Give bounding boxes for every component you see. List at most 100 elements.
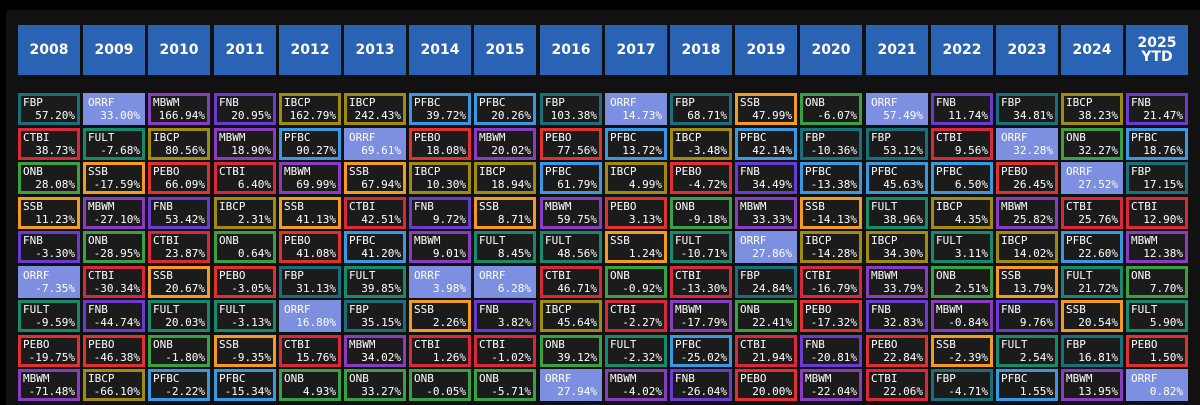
year-header: 2014 bbox=[409, 25, 471, 75]
ticker-label: FULT bbox=[1066, 269, 1093, 282]
ticker-label: FNB bbox=[740, 165, 760, 178]
ticker-label: SSB bbox=[936, 338, 956, 351]
return-cell: CTBI 15.76% bbox=[279, 335, 341, 367]
ticker-label: MBWM bbox=[479, 131, 506, 144]
return-value: 47.99% bbox=[752, 109, 792, 122]
ticker-label: FULT bbox=[349, 269, 376, 282]
return-value: 0.82% bbox=[1149, 385, 1183, 398]
year-header: 2012 bbox=[279, 25, 341, 75]
return-cell: MBWM 33.33% bbox=[735, 197, 797, 229]
return-cell: PEBO -17.32% bbox=[800, 300, 862, 332]
ticker-label: PFBC bbox=[479, 96, 506, 109]
return-cell: MBWM 25.82% bbox=[996, 197, 1058, 229]
return-cell: ONB 4.93% bbox=[279, 369, 341, 401]
year-header: 2016 bbox=[540, 25, 602, 75]
return-cell: PFBC -15.34% bbox=[214, 369, 276, 401]
return-value: -17.79% bbox=[680, 316, 727, 329]
return-cell: FULT 8.45% bbox=[474, 231, 536, 263]
return-cell: IBCP 10.30% bbox=[409, 162, 471, 194]
return-cell: MBWM 13.95% bbox=[1061, 369, 1123, 401]
return-cell: FNB 34.49% bbox=[735, 162, 797, 194]
return-cell: MBWM -22.04% bbox=[800, 369, 862, 401]
ticker-label: PEBO bbox=[23, 338, 50, 351]
ticker-label: ORRF bbox=[1066, 165, 1093, 178]
return-value: 3.11% bbox=[954, 247, 988, 260]
return-value: -17.32% bbox=[810, 316, 857, 329]
return-cell: ORRF 27.86% bbox=[735, 231, 797, 263]
year-header: 2023 bbox=[996, 25, 1058, 75]
return-value: 6.40% bbox=[237, 178, 271, 191]
return-cell: CTBI 9.56% bbox=[931, 128, 993, 160]
return-cell: FULT 2.54% bbox=[996, 335, 1058, 367]
ticker-label: FULT bbox=[1001, 338, 1028, 351]
return-value: 8.71% bbox=[497, 213, 531, 226]
ticker-label: MBWM bbox=[740, 200, 767, 213]
return-cell: FNB -44.74% bbox=[83, 300, 145, 332]
ticker-label: IBCP bbox=[1001, 234, 1028, 247]
return-value: -9.35% bbox=[231, 351, 271, 364]
return-cell: FNB -20.81% bbox=[800, 335, 862, 367]
ticker-label: SSB bbox=[479, 200, 499, 213]
return-cell: FBP 31.13% bbox=[279, 266, 341, 298]
return-cell: PFBC 6.50% bbox=[931, 162, 993, 194]
return-cell: ORRF 3.98% bbox=[409, 266, 471, 298]
return-cell: FBP 35.15% bbox=[344, 300, 406, 332]
return-cell: IBCP 38.23% bbox=[1061, 93, 1123, 125]
return-value: 27.86% bbox=[752, 247, 792, 260]
annual-returns-grid: 2008 2009 2010 2011 2012 2013 2014 2015 2016 2017… bbox=[18, 25, 1197, 405]
return-cell: PFBC 13.72% bbox=[605, 128, 667, 160]
ticker-label: FNB bbox=[675, 372, 695, 385]
return-value: 20.00% bbox=[752, 385, 792, 398]
return-value: -19.75% bbox=[28, 351, 75, 364]
return-cell: ORRF 27.52% bbox=[1061, 162, 1123, 194]
return-cell: IBCP 242.43% bbox=[344, 93, 406, 125]
return-value: 45.64% bbox=[557, 316, 597, 329]
return-cell: FULT -9.59% bbox=[18, 300, 80, 332]
return-value: 90.27% bbox=[296, 144, 336, 157]
return-cell: IBCP 45.64% bbox=[540, 300, 602, 332]
return-cell: FBP -4.71% bbox=[931, 369, 993, 401]
return-value: 2.51% bbox=[954, 282, 988, 295]
ticker-label: PEBO bbox=[805, 303, 832, 316]
ticker-label: PFBC bbox=[675, 338, 702, 351]
return-cell: FNB 21.47% bbox=[1126, 93, 1188, 125]
ticker-label: ORRF bbox=[88, 96, 115, 109]
return-cell: MBWM -17.79% bbox=[670, 300, 732, 332]
return-value: -5.71% bbox=[491, 385, 531, 398]
ticker-label: FULT bbox=[936, 234, 963, 247]
return-cell: SSB 1.24% bbox=[605, 231, 667, 263]
return-cell: FBP 24.84% bbox=[735, 266, 797, 298]
return-cell: PFBC -25.02% bbox=[670, 335, 732, 367]
ticker-label: MBWM bbox=[545, 200, 572, 213]
return-value: 6.28% bbox=[497, 282, 531, 295]
return-value: 10.30% bbox=[426, 178, 466, 191]
return-cell: PFBC 39.72% bbox=[409, 93, 471, 125]
return-cell: PEBO -46.38% bbox=[83, 335, 145, 367]
return-cell: FBP 57.20% bbox=[18, 93, 80, 125]
ticker-label: PFBC bbox=[936, 165, 963, 178]
return-value: 17.15% bbox=[1143, 178, 1183, 191]
return-cell: PFBC 1.55% bbox=[996, 369, 1058, 401]
ticker-label: PFBC bbox=[1066, 234, 1093, 247]
return-value: 3.98% bbox=[432, 282, 466, 295]
ticker-label: IBCP bbox=[414, 165, 441, 178]
return-value: 1.55% bbox=[1019, 385, 1053, 398]
ticker-label: PEBO bbox=[871, 338, 898, 351]
ticker-label: FULT bbox=[1131, 303, 1158, 316]
return-value: -2.22% bbox=[165, 385, 205, 398]
return-cell: SSB 2.26% bbox=[409, 300, 471, 332]
ticker-label: IBCP bbox=[153, 131, 180, 144]
return-cell: FBP 16.81% bbox=[1061, 335, 1123, 367]
ticker-label: CTBI bbox=[23, 131, 50, 144]
ticker-label: FULT bbox=[545, 234, 572, 247]
return-cell: FNB -26.04% bbox=[670, 369, 732, 401]
ticker-label: MBWM bbox=[1001, 200, 1028, 213]
return-cell: FNB 3.82% bbox=[474, 300, 536, 332]
return-value: 57.20% bbox=[35, 109, 75, 122]
return-value: 22.60% bbox=[1078, 247, 1118, 260]
return-cell: SSB 13.79% bbox=[996, 266, 1058, 298]
return-value: 12.90% bbox=[1143, 213, 1183, 226]
return-cell: MBWM 9.01% bbox=[409, 231, 471, 263]
return-cell: FULT 39.85% bbox=[344, 266, 406, 298]
return-cell: PEBO 1.50% bbox=[1126, 335, 1188, 367]
